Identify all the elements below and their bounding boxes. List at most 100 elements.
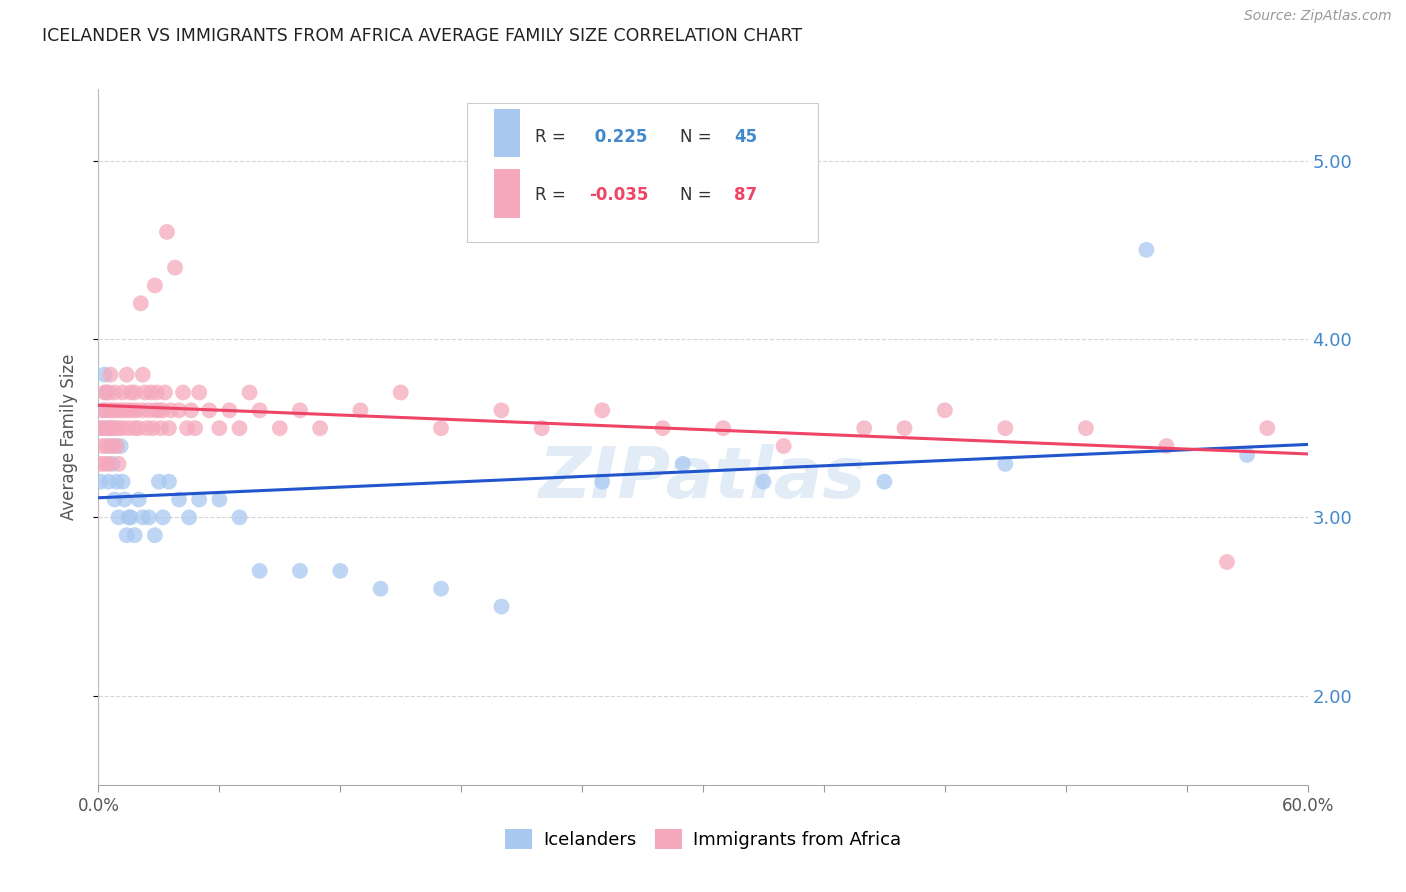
- Point: [110, 403, 132, 417]
- Point: [100, 368, 122, 382]
- Point: [134, 385, 156, 400]
- Point: [89, 475, 111, 489]
- Text: R =: R =: [534, 186, 571, 204]
- Point: [1074, 421, 1097, 435]
- Point: [156, 225, 179, 239]
- Bar: [494, 109, 520, 157]
- Point: [349, 403, 371, 417]
- Point: [124, 528, 146, 542]
- Point: [96, 439, 118, 453]
- Point: [288, 403, 311, 417]
- Point: [430, 582, 453, 596]
- Point: [96, 385, 118, 400]
- Point: [97, 457, 120, 471]
- Point: [114, 492, 136, 507]
- Text: -0.035: -0.035: [589, 186, 648, 204]
- Point: [93, 421, 115, 435]
- Point: [167, 492, 190, 507]
- Point: [1216, 555, 1239, 569]
- Point: [111, 421, 134, 435]
- Point: [111, 385, 134, 400]
- Point: [103, 492, 125, 507]
- Point: [100, 421, 122, 435]
- Point: [105, 475, 128, 489]
- Point: [115, 368, 138, 382]
- Point: [124, 421, 146, 435]
- Point: [873, 475, 896, 489]
- Point: [97, 421, 120, 435]
- Point: [160, 403, 183, 417]
- FancyBboxPatch shape: [467, 103, 818, 243]
- Point: [107, 510, 129, 524]
- Point: [228, 421, 250, 435]
- Point: [118, 403, 141, 417]
- Point: [184, 421, 207, 435]
- Point: [115, 528, 138, 542]
- Point: [101, 457, 124, 471]
- Text: 87: 87: [734, 186, 758, 204]
- Point: [121, 403, 143, 417]
- Bar: [494, 169, 520, 218]
- Point: [329, 564, 352, 578]
- Point: [128, 492, 150, 507]
- Point: [120, 510, 142, 524]
- Point: [124, 385, 146, 400]
- Point: [370, 582, 392, 596]
- Point: [179, 510, 201, 524]
- Text: N =: N =: [681, 128, 717, 145]
- Point: [101, 421, 124, 435]
- Text: 0.225: 0.225: [589, 128, 648, 145]
- Point: [149, 421, 172, 435]
- Point: [97, 421, 120, 435]
- Point: [711, 421, 734, 435]
- Point: [228, 510, 250, 524]
- Point: [893, 421, 915, 435]
- Point: [994, 421, 1017, 435]
- Point: [188, 492, 211, 507]
- Point: [153, 385, 176, 400]
- Point: [114, 403, 136, 417]
- Point: [111, 475, 134, 489]
- Point: [120, 385, 142, 400]
- Point: [118, 421, 141, 435]
- Point: [146, 385, 169, 400]
- Point: [97, 475, 120, 489]
- Point: [188, 385, 211, 400]
- Point: [142, 421, 165, 435]
- Point: [103, 385, 125, 400]
- Point: [491, 599, 513, 614]
- Point: [105, 439, 128, 453]
- Point: [148, 475, 170, 489]
- Point: [93, 457, 115, 471]
- Point: [96, 403, 118, 417]
- Point: [89, 421, 111, 435]
- Point: [309, 421, 332, 435]
- Point: [107, 457, 129, 471]
- Point: [249, 564, 271, 578]
- Point: [672, 457, 695, 471]
- Point: [143, 278, 166, 293]
- Point: [239, 385, 262, 400]
- Legend: Icelanders, Immigrants from Africa: Icelanders, Immigrants from Africa: [498, 822, 908, 856]
- Point: [934, 403, 956, 417]
- Point: [129, 296, 152, 310]
- Point: [132, 403, 155, 417]
- Point: [180, 403, 202, 417]
- Point: [1135, 243, 1157, 257]
- Point: [91, 439, 114, 453]
- Point: [176, 421, 198, 435]
- Point: [93, 368, 115, 382]
- Point: [157, 475, 180, 489]
- Text: 45: 45: [734, 128, 758, 145]
- Point: [591, 475, 613, 489]
- Point: [100, 439, 122, 453]
- Point: [138, 403, 160, 417]
- Text: N =: N =: [681, 186, 717, 204]
- Point: [491, 403, 513, 417]
- Point: [530, 421, 553, 435]
- Text: R =: R =: [534, 128, 571, 145]
- Point: [93, 403, 115, 417]
- Point: [1256, 421, 1278, 435]
- Point: [91, 403, 114, 417]
- Point: [101, 439, 124, 453]
